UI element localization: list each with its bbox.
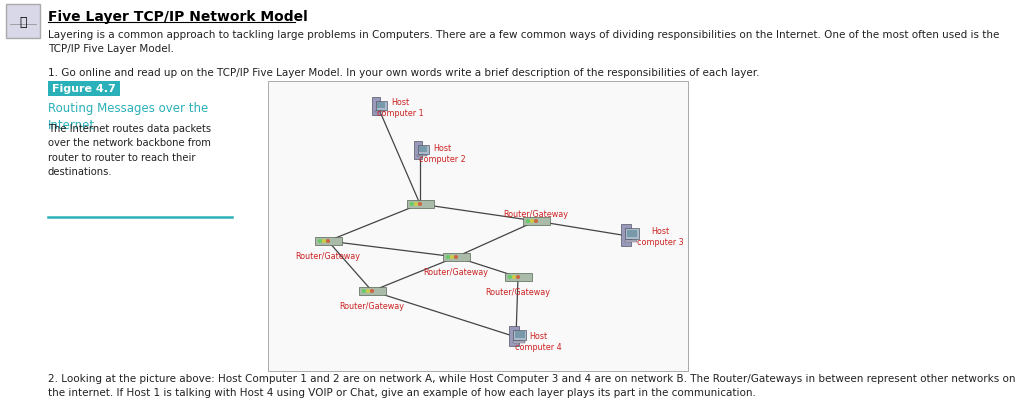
Circle shape [530, 220, 534, 223]
Text: Host
computer 1: Host computer 1 [377, 98, 423, 118]
Text: Host
computer 4: Host computer 4 [515, 331, 561, 351]
FancyBboxPatch shape [407, 201, 433, 208]
Circle shape [411, 203, 414, 206]
FancyBboxPatch shape [418, 146, 429, 154]
FancyBboxPatch shape [414, 142, 422, 160]
Circle shape [318, 240, 322, 243]
FancyBboxPatch shape [419, 147, 427, 152]
FancyBboxPatch shape [418, 155, 427, 157]
Circle shape [323, 240, 326, 243]
FancyBboxPatch shape [513, 341, 524, 343]
FancyBboxPatch shape [509, 326, 519, 346]
Circle shape [535, 220, 538, 223]
FancyBboxPatch shape [625, 229, 639, 240]
Circle shape [509, 276, 511, 279]
FancyBboxPatch shape [377, 103, 385, 108]
FancyBboxPatch shape [515, 331, 524, 338]
Text: Router/Gateway: Router/Gateway [424, 267, 488, 276]
FancyBboxPatch shape [48, 82, 120, 97]
FancyBboxPatch shape [358, 288, 385, 295]
Circle shape [371, 290, 374, 293]
Text: Router/Gateway: Router/Gateway [340, 301, 404, 310]
FancyBboxPatch shape [621, 224, 631, 246]
Circle shape [451, 256, 454, 259]
FancyBboxPatch shape [442, 253, 469, 261]
Circle shape [327, 240, 330, 243]
Text: Five Layer TCP/IP Network Model: Five Layer TCP/IP Network Model [48, 10, 308, 24]
Text: Host
computer 2: Host computer 2 [419, 144, 465, 164]
FancyBboxPatch shape [375, 111, 385, 113]
Text: Router/Gateway: Router/Gateway [504, 209, 568, 219]
Circle shape [362, 290, 366, 293]
Circle shape [419, 203, 421, 206]
Text: Router/Gateway: Router/Gateway [296, 251, 360, 260]
FancyBboxPatch shape [513, 330, 526, 340]
FancyBboxPatch shape [522, 218, 550, 225]
Text: Routing Messages over the
Internet: Routing Messages over the Internet [48, 102, 208, 132]
FancyBboxPatch shape [372, 98, 380, 115]
FancyBboxPatch shape [268, 82, 688, 371]
Circle shape [513, 276, 515, 279]
FancyBboxPatch shape [6, 5, 40, 39]
FancyBboxPatch shape [505, 273, 531, 281]
Circle shape [367, 290, 370, 293]
Text: 1. Go online and read up on the TCP/IP Five Layer Model. In your own words write: 1. Go online and read up on the TCP/IP F… [48, 68, 760, 78]
Text: Layering is a common approach to tackling large problems in Computers. There are: Layering is a common approach to tacklin… [48, 30, 999, 54]
Text: Figure 4.7: Figure 4.7 [52, 84, 116, 94]
FancyBboxPatch shape [314, 238, 341, 245]
Circle shape [526, 220, 529, 223]
Text: Host
computer 3: Host computer 3 [637, 227, 683, 247]
FancyBboxPatch shape [625, 241, 637, 243]
Text: Router/Gateway: Router/Gateway [485, 287, 551, 296]
Circle shape [446, 256, 450, 259]
FancyBboxPatch shape [627, 230, 637, 237]
Circle shape [517, 276, 519, 279]
Text: 2. Looking at the picture above: Host Computer 1 and 2 are on network A, while H: 2. Looking at the picture above: Host Co… [48, 373, 1016, 397]
Circle shape [455, 256, 458, 259]
FancyBboxPatch shape [376, 101, 387, 110]
Text: 📋: 📋 [19, 16, 27, 28]
Text: The Internet routes data packets
over the network backbone from
router to router: The Internet routes data packets over th… [48, 124, 211, 177]
Circle shape [415, 203, 418, 206]
